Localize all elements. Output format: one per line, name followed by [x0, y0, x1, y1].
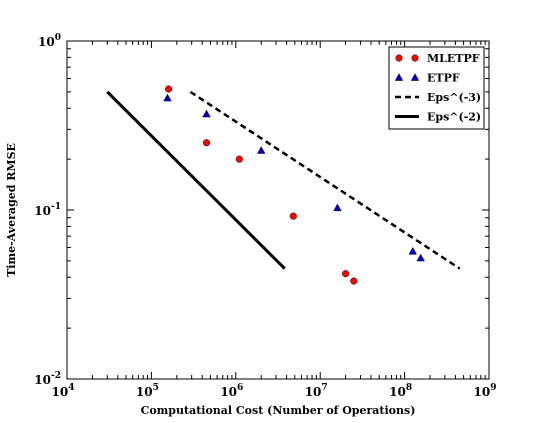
- legend-item-etpf: ETPF: [394, 72, 460, 85]
- data-point-etpf: [408, 246, 418, 255]
- data-point-etpf: [202, 109, 211, 118]
- data-point-etpf: [416, 253, 425, 262]
- x-tick-label-exponent: 4: [68, 383, 74, 393]
- series-mletpf: [165, 85, 358, 285]
- y-tick-label: 100: [38, 33, 61, 49]
- legend-marker-swatch: [395, 54, 403, 62]
- x-tick-label: 104: [52, 383, 75, 399]
- y-tick-label-exponent: -2: [51, 371, 61, 381]
- x-tick-label-base: 10: [474, 385, 491, 399]
- series-etpf: [163, 93, 425, 262]
- ticks-layer: [66, 40, 490, 380]
- data-point-etpf: [333, 203, 342, 212]
- y-tick-label-base: 10: [38, 35, 55, 49]
- x-tick-label-base: 10: [52, 385, 69, 399]
- legend-marker-swatch: [394, 73, 404, 81]
- x-axis-label: Computational Cost (Number of Operations…: [141, 404, 416, 417]
- y-tick-label-base: 10: [34, 204, 51, 218]
- x-tick-label-base: 10: [389, 385, 406, 399]
- x-tick-label-exponent: 9: [490, 383, 496, 393]
- x-tick-label-exponent: 5: [153, 383, 159, 393]
- y-tick-label: 10-1: [34, 202, 61, 218]
- x-tick-label: 105: [136, 383, 159, 399]
- legend-marker-swatch: [410, 73, 420, 81]
- y-tick-label: 10-2: [34, 371, 61, 387]
- x-tick-label: 106: [220, 383, 243, 399]
- x-tick-label-exponent: 6: [237, 383, 243, 393]
- series-eps-2: [106, 90, 286, 270]
- x-tick-label-exponent: 7: [321, 383, 327, 393]
- data-point-mletpf: [235, 155, 243, 163]
- data-point-etpf: [256, 146, 266, 154]
- series-layer: [106, 85, 461, 285]
- legend-item-eps-3: Eps^(-3): [395, 91, 481, 104]
- legend-marker-swatch: [411, 54, 419, 62]
- series-line-eps-3: [189, 90, 461, 270]
- x-tick-label-base: 10: [220, 385, 237, 399]
- x-tick-label: 107: [305, 383, 328, 399]
- y-tick-label-exponent: -1: [51, 202, 61, 212]
- series-eps-3: [189, 90, 461, 270]
- x-tick-label-exponent: 8: [406, 383, 412, 393]
- data-point-mletpf: [165, 85, 173, 93]
- legend: MLETPF ETPF Eps^(-3) Eps^(-2): [388, 46, 485, 130]
- y-tick-label-base: 10: [34, 373, 51, 387]
- data-point-mletpf: [342, 270, 350, 278]
- x-tick-label: 108: [389, 383, 412, 399]
- legend-item-eps-2: Eps^(-2): [395, 111, 481, 124]
- data-point-mletpf: [289, 212, 297, 220]
- y-axis-label: Time-Averaged RMSE: [5, 143, 18, 277]
- legend-label: ETPF: [427, 72, 460, 85]
- data-point-etpf: [163, 93, 172, 102]
- x-tick-label: 109: [474, 383, 497, 399]
- legend-label: Eps^(-3): [427, 91, 481, 104]
- data-point-mletpf: [202, 139, 211, 147]
- series-line-eps-2: [106, 90, 286, 270]
- legend-item-mletpf: MLETPF: [395, 52, 480, 65]
- legend-label: MLETPF: [427, 52, 480, 65]
- y-tick-label-exponent: 0: [55, 33, 61, 43]
- x-tick-label-base: 10: [136, 385, 153, 399]
- x-tick-label-base: 10: [305, 385, 322, 399]
- legend-label: Eps^(-2): [427, 111, 481, 124]
- data-point-mletpf: [350, 277, 358, 285]
